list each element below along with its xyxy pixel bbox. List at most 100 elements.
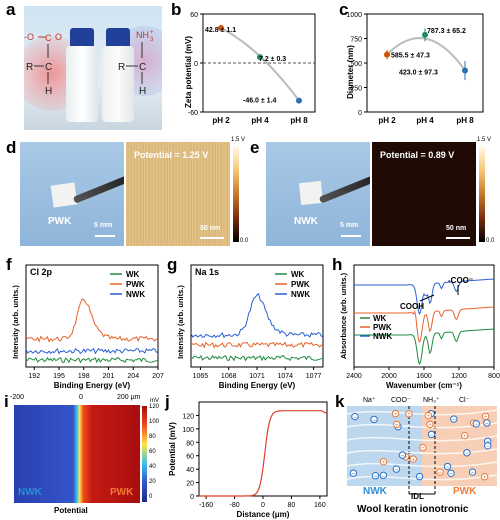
xps-xtick-label: 1071 — [249, 373, 265, 380]
k-ion-sign: − — [374, 474, 378, 480]
k-ion-sign: + — [407, 412, 411, 418]
k-ion-sign: − — [449, 472, 453, 478]
diameter-trend — [386, 37, 466, 72]
j-ytick-label: 0 — [190, 494, 194, 501]
i-colorbar-tick-label: 40 — [149, 464, 156, 470]
k-ion-sign: + — [404, 455, 408, 461]
k-ion — [480, 473, 489, 481]
xps-xtick-label: 1065 — [193, 373, 209, 380]
acid-neg-o: -O — [24, 32, 34, 42]
panel-a-photo: -O O C R C H NH + 3 R C H — [24, 6, 162, 130]
xps-legend-label: WK — [291, 270, 305, 279]
panel-c: c Diameter (nm) 0 250 500 750 1000 585.5 ± 47… — [335, 0, 500, 135]
k-ion — [370, 415, 378, 424]
scale-text-left: 5 mm — [94, 222, 113, 229]
zeta-ytick-label: -60 — [188, 110, 198, 117]
xps-xtick-label: 192 — [28, 373, 40, 380]
k-keratin-fiber — [347, 461, 497, 468]
panel-k: k Na⁺ COO⁻ NH₃⁺ Cl⁻ −+−−−−+−+−+−+−+−−−−+… — [335, 392, 500, 520]
ftir-ylabel: Absorbance (arb. units.) — [339, 272, 348, 359]
xps-xtick-label: 207 — [152, 373, 164, 380]
xps-curve-pwk — [25, 298, 159, 343]
k-ion — [371, 472, 380, 480]
svg-text:NH: NH — [136, 30, 149, 40]
diameter-ytick-label: 750 — [350, 37, 362, 44]
xps-curve-wk — [190, 354, 324, 362]
diameter-point — [422, 31, 428, 38]
panel-label-a: a — [6, 0, 16, 19]
zeta-ytick-label: 60 — [190, 12, 198, 19]
k-keratin-fiber — [347, 435, 497, 442]
k-ion-sign: + — [428, 423, 432, 429]
diameter-value-label: 423.0 ± 97.3 — [399, 70, 438, 77]
panel-label-e: e — [250, 138, 260, 157]
k-ion — [426, 420, 434, 429]
diameter-ytick-label: 250 — [350, 86, 362, 93]
xps-legend-label: PWK — [291, 280, 310, 289]
k-ion — [351, 412, 359, 421]
diameter-ytick-label: 500 — [350, 61, 362, 68]
xps-legend-label: PWK — [126, 280, 145, 289]
cb-bottom-e: 0.0 — [486, 238, 495, 244]
scale-bar-left-e — [341, 235, 361, 237]
i-colorbar-tick-label: 100 — [149, 419, 160, 425]
panel-g: g Na 1s 1065 1068 1071 1074 1077 Binding Energ… — [165, 255, 330, 390]
k-ion-sign: − — [418, 475, 422, 481]
j-ytick-label: 40 — [186, 467, 194, 474]
i-top-tick-left: -200 — [10, 394, 25, 401]
i-colorbar-tick-label: 120 — [149, 404, 160, 410]
zeta-xtick-label: pH 4 — [251, 116, 269, 125]
pwk-kpfm-map: Potential = 1.25 V 50 nm — [126, 142, 230, 246]
svg-text:C: C — [139, 62, 146, 73]
k-ion-sign: − — [474, 422, 478, 428]
nwk-sample-photo: NWK 5 mm — [266, 142, 370, 246]
j-xtick-label: -160 — [199, 502, 213, 509]
panel-h: h 2400 2000 1600 1200 800 Wavenumber (cm⁻¹) Ab… — [330, 255, 500, 390]
panel-e: e NWK 5 mm Potential = 0.89 V 50 nm 1.5 … — [250, 137, 500, 250]
scale-text-right: 50 nm — [200, 225, 221, 232]
k-ion — [468, 468, 477, 476]
ftir-xtick-label: 2000 — [381, 373, 397, 380]
j-xtick-label: 0 — [261, 502, 265, 509]
panel-label-f: f — [6, 255, 12, 274]
k-ion — [447, 469, 455, 478]
k-ion — [405, 410, 413, 418]
i-top-tick-mid: 0 — [79, 394, 83, 401]
bottle-left — [66, 28, 98, 123]
k-ion-sign: + — [421, 446, 425, 452]
k-ion-sign: − — [395, 467, 399, 473]
j-xtick-label: 80 — [288, 502, 296, 509]
colorbar-e — [479, 146, 485, 242]
xps-title: Cl 2p — [30, 267, 53, 277]
k-ion — [379, 471, 388, 480]
xps-xtick-label: 201 — [103, 373, 115, 380]
k-ion-sign: − — [471, 470, 475, 476]
k-ion — [398, 451, 407, 459]
diameter-ylabel: Diameter (nm) — [346, 45, 355, 99]
svg-text:H: H — [45, 86, 52, 97]
k-ion-sign: − — [486, 444, 490, 450]
k-ion-sign: − — [372, 418, 376, 424]
zeta-ylabel: Zeta potential (mV) — [184, 36, 193, 108]
scale-text-left-e: 5 mm — [340, 222, 359, 229]
xps-xtick-label: 1068 — [221, 373, 237, 380]
panel-d: d PWK 5 mm Potential = 1.25 V 50 nm 1.5 … — [0, 137, 250, 250]
colorbar-d — [233, 146, 239, 242]
k-ion — [415, 472, 424, 481]
svg-text:C: C — [45, 62, 52, 73]
k-ion-sign: − — [382, 474, 386, 480]
k-ion-sign: + — [411, 457, 415, 463]
k-top-label-3: NH₃⁺ — [423, 397, 440, 404]
k-ion — [392, 465, 401, 473]
k-ion — [463, 449, 471, 457]
panel-label-g: g — [167, 255, 178, 274]
k-ion — [443, 462, 452, 471]
k-top-label-2: COO⁻ — [391, 397, 411, 404]
k-ion-sign: − — [446, 465, 450, 471]
j-xlabel: Distance (μm) — [237, 510, 290, 519]
ftir-legend-label: NWK — [373, 332, 392, 341]
xps-xtick-label: 195 — [53, 373, 65, 380]
diameter-point — [384, 51, 390, 58]
k-ion-sign: − — [485, 421, 489, 427]
panel-label-h: h — [332, 255, 343, 274]
